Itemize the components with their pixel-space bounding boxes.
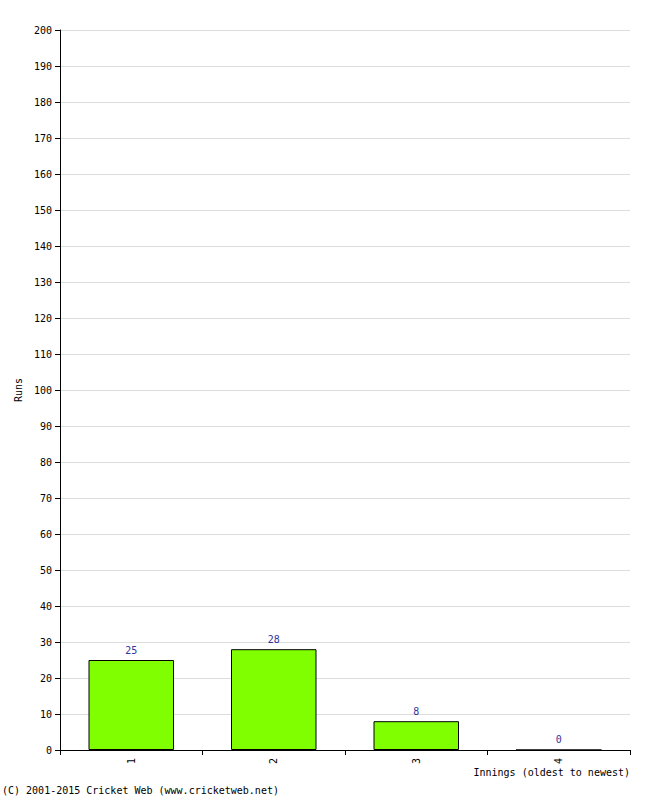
svg-text:25: 25: [125, 645, 137, 656]
svg-text:20: 20: [40, 673, 52, 684]
svg-text:110: 110: [34, 349, 52, 360]
svg-text:50: 50: [40, 565, 52, 576]
svg-text:150: 150: [34, 205, 52, 216]
svg-text:10: 10: [40, 709, 52, 720]
svg-text:0: 0: [556, 734, 562, 745]
svg-text:(C) 2001-2015 Cricket Web (www: (C) 2001-2015 Cricket Web (www.cricketwe…: [2, 785, 279, 796]
svg-text:28: 28: [268, 634, 280, 645]
svg-text:4: 4: [553, 758, 564, 764]
svg-text:Innings (oldest to newest): Innings (oldest to newest): [473, 767, 630, 778]
svg-text:100: 100: [34, 385, 52, 396]
svg-text:120: 120: [34, 313, 52, 324]
svg-text:140: 140: [34, 241, 52, 252]
svg-text:70: 70: [40, 493, 52, 504]
svg-text:1: 1: [126, 758, 137, 764]
svg-text:190: 190: [34, 61, 52, 72]
svg-text:8: 8: [413, 706, 419, 717]
svg-text:200: 200: [34, 25, 52, 36]
svg-text:60: 60: [40, 529, 52, 540]
svg-text:2: 2: [268, 758, 279, 764]
svg-text:40: 40: [40, 601, 52, 612]
svg-text:0: 0: [46, 745, 52, 756]
svg-text:160: 160: [34, 169, 52, 180]
svg-text:130: 130: [34, 277, 52, 288]
svg-text:90: 90: [40, 421, 52, 432]
svg-text:170: 170: [34, 133, 52, 144]
svg-text:Runs: Runs: [13, 378, 24, 402]
svg-text:30: 30: [40, 637, 52, 648]
svg-text:180: 180: [34, 97, 52, 108]
svg-text:80: 80: [40, 457, 52, 468]
svg-text:3: 3: [411, 758, 422, 764]
